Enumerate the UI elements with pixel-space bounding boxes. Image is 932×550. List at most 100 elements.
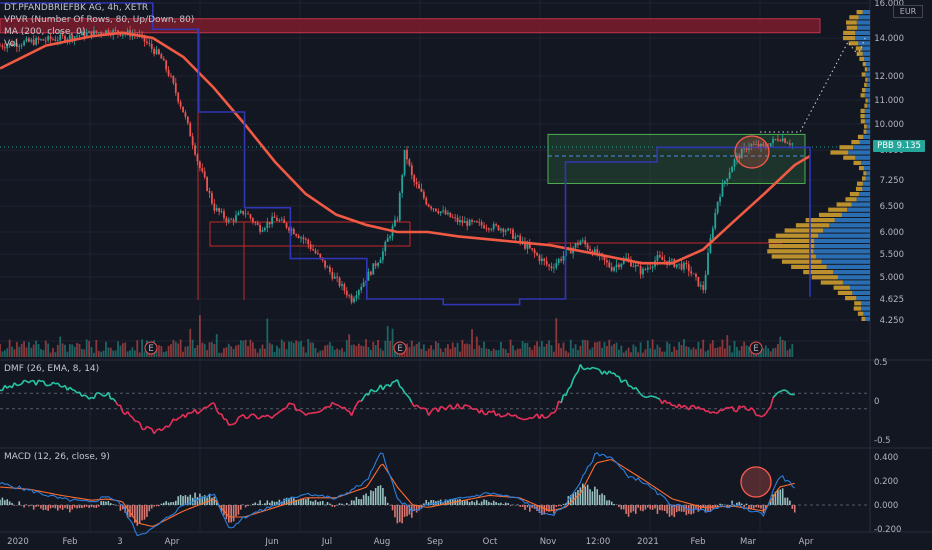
dmf-segment-166	[400, 387, 402, 389]
dmf-segment-317	[763, 414, 765, 416]
dmf-segment-3	[7, 386, 9, 388]
candle-body-23	[54, 39, 56, 40]
dmf-segment-205	[494, 411, 496, 416]
volume-bar-136	[327, 345, 329, 357]
macd-hist-60	[144, 505, 146, 520]
candle-body-127	[305, 239, 307, 240]
vpvr-down-34	[856, 187, 862, 191]
vpvr-up-24	[863, 135, 870, 139]
vpvr-up-54	[852, 291, 870, 295]
macd-hist-282	[678, 505, 680, 511]
macd-hist-112	[269, 503, 271, 505]
dmf-segment-110	[265, 415, 267, 417]
candle-body-294	[707, 253, 709, 275]
volume-bar-305	[734, 341, 736, 357]
dmf-segment-316	[761, 416, 763, 417]
dmf-segment-302	[727, 407, 729, 408]
vpvr-down-27	[830, 150, 848, 154]
candle-body-305	[734, 160, 736, 167]
candle-body-168	[404, 150, 406, 175]
macd-hist-14	[33, 505, 35, 510]
candle-body-19	[45, 41, 47, 42]
dmf-segment-269	[648, 396, 650, 397]
volume-bar-95	[228, 344, 230, 357]
volume-bar-36	[86, 339, 88, 357]
dmf-segment-9	[22, 380, 24, 384]
time-tick-10: 12:00	[586, 537, 611, 547]
dmf-segment-61	[147, 426, 149, 427]
volume-bar-60	[144, 351, 146, 357]
dmf-segment-167	[402, 388, 404, 392]
volume-bar-218	[524, 343, 526, 357]
volume-bar-154	[370, 350, 372, 357]
macd-hist-258	[621, 505, 623, 509]
vpvr-down-10	[863, 62, 866, 66]
dmf-segment-258	[621, 380, 623, 382]
volume-bar-110	[264, 349, 266, 357]
macd-hist-24	[57, 505, 59, 511]
macd-hist-65	[156, 505, 158, 506]
candle-body-16	[38, 38, 40, 40]
candle-body-109	[262, 230, 264, 232]
macd-hist-108	[259, 500, 261, 505]
candle-body-169	[406, 150, 408, 159]
candle-body-41	[98, 32, 100, 33]
vpvr-up-49	[827, 265, 870, 269]
candle-body-324	[779, 140, 781, 141]
volume-bar-45	[107, 347, 109, 357]
dmf-segment-16	[39, 380, 41, 381]
dmf-segment-92	[222, 414, 224, 419]
candle-body-239	[575, 243, 577, 247]
candle-body-132	[317, 253, 319, 254]
dmf-segment-143	[344, 407, 346, 410]
dmf-segment-42	[101, 394, 103, 396]
volume-bar-71	[170, 344, 172, 357]
volume-bar-226	[543, 347, 545, 357]
volume-bar-68	[163, 352, 165, 357]
dmf-segment-146	[352, 409, 354, 415]
dmf-segment-159	[383, 386, 385, 390]
dmf-segment-278	[669, 402, 671, 405]
volume-bar-301	[724, 348, 726, 357]
volume-bar-7	[16, 342, 18, 357]
price-tag-value: 9.135	[897, 141, 921, 151]
dmf-segment-139	[335, 404, 337, 405]
macd-hist-163	[392, 505, 394, 510]
time-tick-6: Aug	[374, 537, 391, 547]
candle-body-131	[315, 250, 317, 253]
dmf-segment-134	[323, 407, 325, 410]
vpvr-down-50	[803, 270, 833, 274]
dmf-segment-58	[140, 423, 142, 429]
vpvr-up-40	[835, 218, 870, 222]
macd-hist-107	[257, 504, 259, 505]
candle-body-113	[271, 217, 273, 225]
volume-bar-54	[129, 350, 131, 357]
candle-body-62	[148, 43, 150, 44]
candle-body-77	[185, 112, 187, 116]
dmf-segment-95	[229, 425, 231, 426]
candle-body-18	[42, 39, 44, 40]
candle-body-228	[548, 265, 550, 267]
macd-hist-226	[543, 505, 545, 514]
candle-body-9	[21, 45, 23, 46]
macd-hist-306	[736, 503, 738, 505]
candle-body-17	[40, 39, 42, 40]
volume-bar-11	[26, 347, 28, 357]
volume-bar-16	[38, 344, 40, 357]
vpvr-up-57	[861, 306, 870, 310]
volume-bar-158	[380, 348, 382, 357]
volume-bar-86	[206, 350, 208, 357]
dmf-segment-18	[43, 381, 45, 386]
candle-body-160	[384, 242, 386, 251]
macd-hist-19	[45, 505, 47, 510]
candle-body-290	[697, 277, 699, 286]
vpvr-down-35	[850, 192, 859, 196]
candle-body-64	[153, 49, 155, 54]
currency-label[interactable]: EUR	[893, 5, 923, 18]
volume-bar-52	[124, 342, 126, 357]
volume-bar-297	[714, 348, 716, 357]
vpvr-down-36	[845, 197, 856, 201]
candle-body-190	[457, 218, 459, 222]
volume-bar-3	[6, 348, 8, 357]
